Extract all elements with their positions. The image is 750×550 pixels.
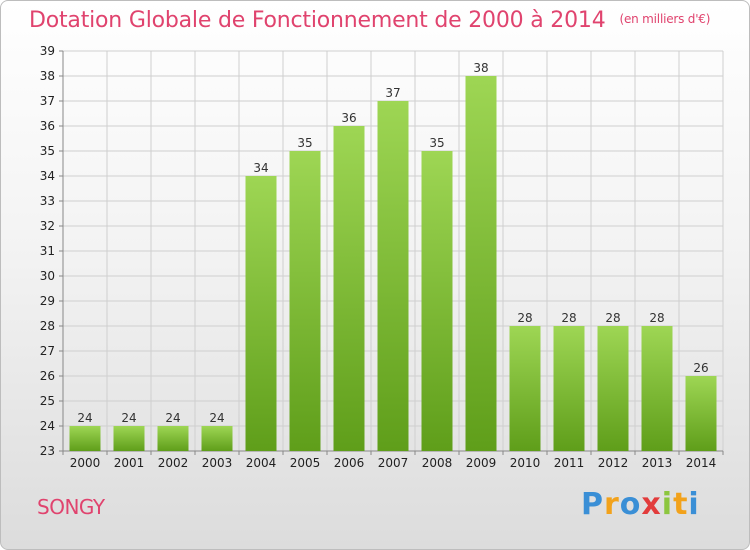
data-label-2013: 28 <box>649 311 664 325</box>
x-tick-label-2001: 2001 <box>114 456 145 470</box>
y-tick-label: 25 <box>40 394 55 408</box>
data-label-2001: 24 <box>121 411 136 425</box>
x-tick-label-2010: 2010 <box>510 456 541 470</box>
x-tick-label-2013: 2013 <box>642 456 673 470</box>
logo-letter: i <box>688 487 700 522</box>
y-tick-label: 39 <box>40 44 55 58</box>
bar-2010 <box>509 326 541 451</box>
data-label-2010: 28 <box>517 311 532 325</box>
place-name: SONGY <box>37 495 105 519</box>
x-tick-label-2006: 2006 <box>334 456 365 470</box>
y-tick-label: 30 <box>40 269 55 283</box>
y-tick-label: 32 <box>40 219 55 233</box>
bar-2013 <box>641 326 673 451</box>
y-tick-label: 35 <box>40 144 55 158</box>
bar-2001 <box>113 426 145 451</box>
bar-2006 <box>333 126 365 451</box>
bar-layer <box>69 76 717 451</box>
bar-2003 <box>201 426 233 451</box>
logo-letter: r <box>604 487 620 522</box>
x-tick-label-2008: 2008 <box>422 456 453 470</box>
x-tick-label-2004: 2004 <box>246 456 277 470</box>
bar-2005 <box>289 151 321 451</box>
proxiti-logo[interactable]: Proxiti <box>581 487 700 522</box>
bar-2000 <box>69 426 101 451</box>
logo-letter: i <box>661 487 674 522</box>
data-label-2008: 35 <box>429 136 444 150</box>
x-tick-label-2009: 2009 <box>466 456 497 470</box>
data-label-2012: 28 <box>605 311 620 325</box>
bar-2014 <box>685 376 717 451</box>
x-tick-label-2014: 2014 <box>686 456 717 470</box>
y-tick-label: 24 <box>40 419 55 433</box>
data-label-2014: 26 <box>693 361 708 375</box>
data-label-2009: 38 <box>473 61 488 75</box>
logo-letter: t <box>673 487 689 522</box>
x-tick-label-2003: 2003 <box>202 456 233 470</box>
y-tick-label: 34 <box>40 169 55 183</box>
logo-letter: P <box>581 487 604 522</box>
x-tick-label-2002: 2002 <box>158 456 189 470</box>
y-tick-label: 23 <box>40 444 55 458</box>
chart-title-text: Dotation Globale de Fonctionnement de 20… <box>29 8 606 33</box>
logo-letter: x <box>641 487 662 522</box>
bar-2011 <box>553 326 585 451</box>
y-tick-label: 31 <box>40 244 55 258</box>
y-tick-label: 38 <box>40 69 55 83</box>
data-label-2005: 35 <box>297 136 312 150</box>
bar-2004 <box>245 176 277 451</box>
x-tick-label-2005: 2005 <box>290 456 321 470</box>
data-label-2004: 34 <box>253 161 268 175</box>
data-label-2011: 28 <box>561 311 576 325</box>
label-layer: 24 2000 24 2001 24 2002 24 2003 34 2004 35 2005 36 20… <box>70 61 717 470</box>
y-tick-label: 26 <box>40 369 55 383</box>
x-tick-label-2000: 2000 <box>70 456 101 470</box>
y-tick-label: 37 <box>40 94 55 108</box>
data-label-2006: 36 <box>341 111 356 125</box>
bar-2012 <box>597 326 629 451</box>
y-tick-label: 28 <box>40 319 55 333</box>
y-tick-label: 27 <box>40 344 55 358</box>
y-tick-label: 29 <box>40 294 55 308</box>
chart-title: Dotation Globale de Fonctionnement de 20… <box>29 8 710 33</box>
bar-2008 <box>421 151 453 451</box>
data-label-2007: 37 <box>385 86 400 100</box>
logo-letter: o <box>619 487 642 522</box>
bar-2009 <box>465 76 497 451</box>
data-label-2000: 24 <box>77 411 92 425</box>
y-tick-label: 36 <box>40 119 55 133</box>
x-tick-label-2011: 2011 <box>554 456 585 470</box>
bar-2007 <box>377 101 409 451</box>
chart-unit-note: (en milliers d'€) <box>619 12 711 26</box>
bar-2002 <box>157 426 189 451</box>
x-tick-label-2012: 2012 <box>598 456 629 470</box>
x-tick-label-2007: 2007 <box>378 456 409 470</box>
data-label-2002: 24 <box>165 411 180 425</box>
y-tick-label: 33 <box>40 194 55 208</box>
data-label-2003: 24 <box>209 411 224 425</box>
